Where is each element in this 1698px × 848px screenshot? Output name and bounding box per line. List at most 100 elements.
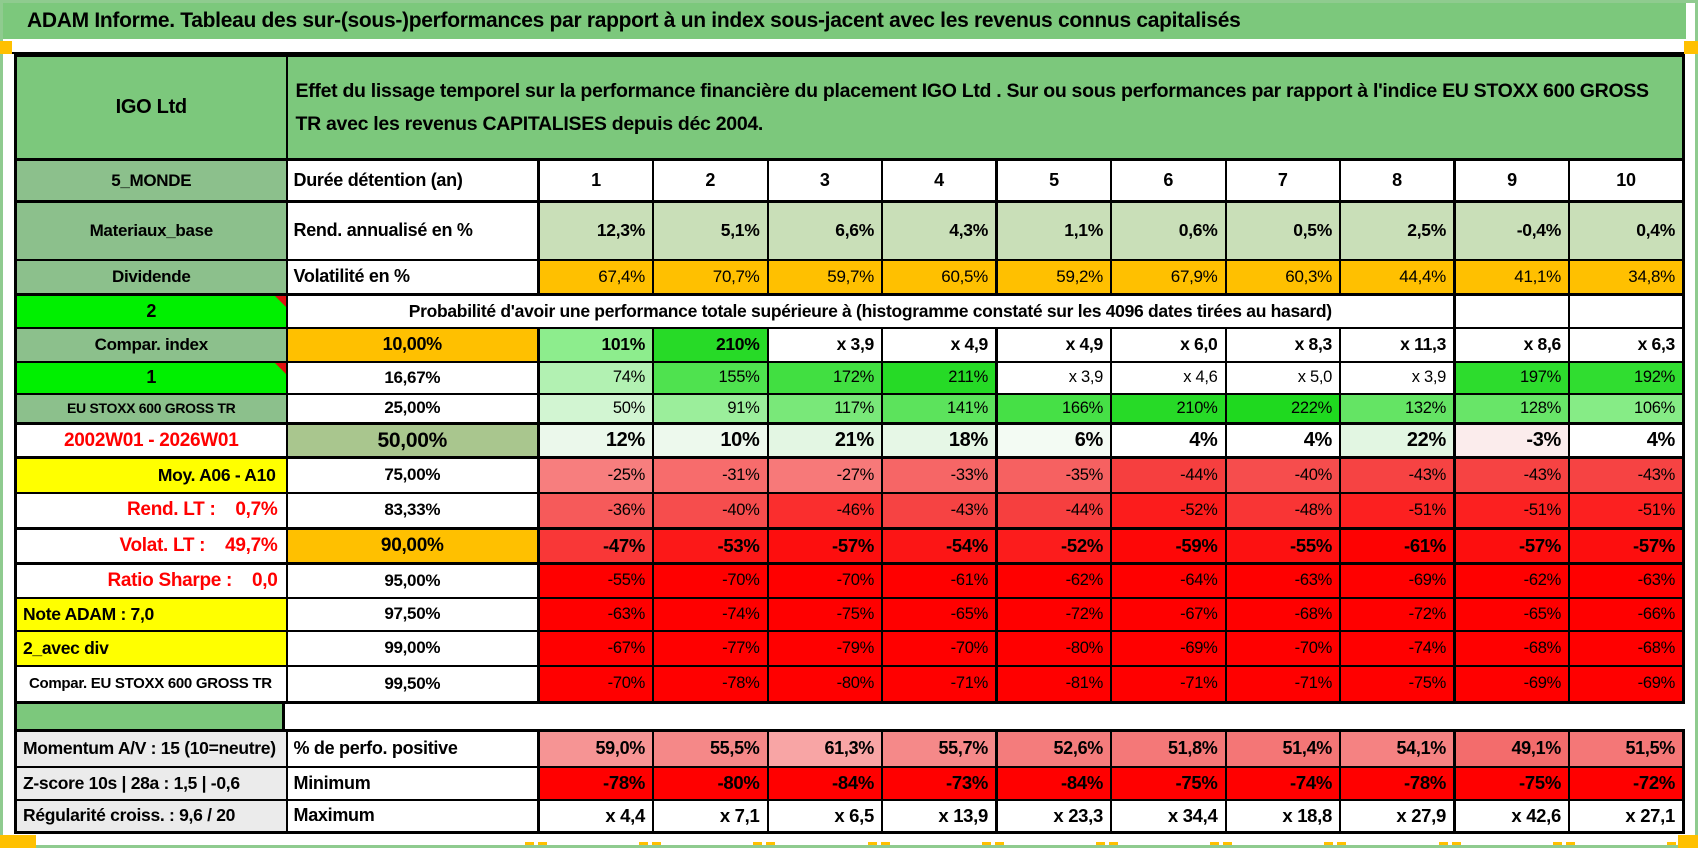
data-cell[interactable]: -80% <box>652 765 769 801</box>
data-cell[interactable]: 91% <box>652 392 769 425</box>
data-cell[interactable]: 192% <box>1568 360 1685 395</box>
row-label-cell[interactable]: Materiaux_base <box>14 200 288 261</box>
data-cell[interactable]: x 13,9 <box>881 798 998 834</box>
data-cell[interactable]: -43% <box>1339 456 1456 494</box>
data-cell[interactable]: 4% <box>1568 422 1685 459</box>
data-cell[interactable]: 101% <box>537 326 654 363</box>
data-cell[interactable]: -77% <box>652 629 769 667</box>
row-label-cell[interactable]: Ratio Sharpe : 0,0 <box>14 562 288 599</box>
data-cell[interactable]: -63% <box>537 596 654 632</box>
data-cell[interactable]: x 23,3 <box>995 798 1112 834</box>
data-cell[interactable]: -72% <box>1568 765 1685 801</box>
data-cell[interactable]: 21% <box>766 422 883 459</box>
data-cell[interactable]: 59,7% <box>766 258 883 296</box>
data-cell[interactable]: -78% <box>1339 765 1456 801</box>
data-cell[interactable]: -43% <box>1453 456 1570 494</box>
data-cell[interactable]: 67,9% <box>1110 258 1227 296</box>
data-cell[interactable]: x 8,3 <box>1224 326 1341 363</box>
data-cell[interactable]: -74% <box>1224 765 1341 801</box>
data-cell[interactable]: 197% <box>1453 360 1570 395</box>
data-cell[interactable]: -72% <box>995 596 1112 632</box>
data-cell[interactable]: 0,6% <box>1110 200 1227 261</box>
data-cell[interactable]: -78% <box>652 664 769 704</box>
data-cell[interactable]: 55,7% <box>881 729 998 768</box>
data-cell[interactable]: -57% <box>766 527 883 565</box>
data-cell[interactable]: x 6,3 <box>1568 326 1685 363</box>
data-cell[interactable]: 132% <box>1339 392 1456 425</box>
data-cell[interactable]: -75% <box>1453 765 1570 801</box>
data-cell[interactable]: 52,6% <box>995 729 1112 768</box>
data-cell[interactable]: 54,1% <box>1339 729 1456 768</box>
data-cell[interactable]: 41,1% <box>1453 258 1570 296</box>
data-cell[interactable]: 18% <box>881 422 998 459</box>
data-cell[interactable]: -47% <box>537 527 654 565</box>
data-cell[interactable]: 1,1% <box>995 200 1112 261</box>
data-cell[interactable]: 10% <box>652 422 769 459</box>
data-cell[interactable]: -74% <box>652 596 769 632</box>
data-cell[interactable]: -65% <box>1453 596 1570 632</box>
data-cell[interactable]: -52% <box>1110 491 1227 530</box>
data-cell[interactable]: -51% <box>1339 491 1456 530</box>
data-cell[interactable]: 2,5% <box>1339 200 1456 261</box>
data-cell[interactable]: 51,5% <box>1568 729 1685 768</box>
data-cell[interactable]: -25% <box>537 456 654 494</box>
data-cell[interactable]: -51% <box>1453 491 1570 530</box>
data-cell[interactable]: 210% <box>1110 392 1227 425</box>
row-header-cell[interactable]: Durée détention (an) <box>285 158 540 203</box>
data-cell[interactable]: -64% <box>1110 562 1227 599</box>
data-cell[interactable]: 50% <box>537 392 654 425</box>
empty-cell[interactable] <box>1453 293 1570 329</box>
data-cell[interactable]: -79% <box>766 629 883 667</box>
row-label-cell[interactable]: 5_MONDE <box>14 158 288 203</box>
data-cell[interactable]: -44% <box>1110 456 1227 494</box>
data-cell[interactable]: 155% <box>652 360 769 395</box>
data-cell[interactable]: -54% <box>881 527 998 565</box>
data-cell[interactable]: x 18,8 <box>1224 798 1341 834</box>
data-cell[interactable]: -70% <box>881 629 998 667</box>
data-cell[interactable]: -84% <box>766 765 883 801</box>
data-cell[interactable]: 12,3% <box>537 200 654 261</box>
data-cell[interactable]: 34,8% <box>1568 258 1685 296</box>
data-cell[interactable]: -74% <box>1339 629 1456 667</box>
data-cell[interactable]: 74% <box>537 360 654 395</box>
data-cell[interactable]: -67% <box>537 629 654 667</box>
row-header-cell[interactable]: Minimum <box>285 765 540 801</box>
row-header-cell[interactable]: 75,00% <box>285 456 540 494</box>
data-cell[interactable]: 4% <box>1110 422 1227 459</box>
data-cell[interactable]: 2 <box>652 158 769 203</box>
data-cell[interactable]: -40% <box>652 491 769 530</box>
data-cell[interactable]: -33% <box>881 456 998 494</box>
data-cell[interactable]: 4% <box>1224 422 1341 459</box>
data-cell[interactable]: 67,4% <box>537 258 654 296</box>
data-cell[interactable]: -71% <box>1224 664 1341 704</box>
data-cell[interactable]: 8 <box>1339 158 1456 203</box>
data-cell[interactable]: 0,4% <box>1568 200 1685 261</box>
data-cell[interactable]: 59,2% <box>995 258 1112 296</box>
data-cell[interactable]: 51,4% <box>1224 729 1341 768</box>
data-cell[interactable]: -36% <box>537 491 654 530</box>
data-cell[interactable]: -62% <box>1453 562 1570 599</box>
row-header-cell[interactable]: 25,00% <box>285 392 540 425</box>
data-cell[interactable]: 12% <box>537 422 654 459</box>
data-cell[interactable]: 49,1% <box>1453 729 1570 768</box>
data-cell[interactable]: x 8,6 <box>1453 326 1570 363</box>
empty-cell[interactable] <box>1568 293 1685 329</box>
data-cell[interactable]: -69% <box>1110 629 1227 667</box>
row-header-cell[interactable]: 95,00% <box>285 562 540 599</box>
data-cell[interactable]: -44% <box>995 491 1112 530</box>
data-cell[interactable]: 5 <box>995 158 1112 203</box>
data-cell[interactable]: -75% <box>1110 765 1227 801</box>
data-cell[interactable]: 106% <box>1568 392 1685 425</box>
data-cell[interactable]: -80% <box>995 629 1112 667</box>
data-cell[interactable]: -40% <box>1224 456 1341 494</box>
data-cell[interactable]: -43% <box>1568 456 1685 494</box>
data-cell[interactable]: 210% <box>652 326 769 363</box>
data-cell[interactable]: -52% <box>995 527 1112 565</box>
data-cell[interactable]: x 27,9 <box>1339 798 1456 834</box>
data-cell[interactable]: -35% <box>995 456 1112 494</box>
data-cell[interactable]: 128% <box>1453 392 1570 425</box>
row-label-cell[interactable]: Régularité croiss. : 9,6 / 20 <box>14 798 288 834</box>
data-cell[interactable]: 4,3% <box>881 200 998 261</box>
row-header-cell[interactable]: Maximum <box>285 798 540 834</box>
data-cell[interactable]: 211% <box>881 360 998 395</box>
